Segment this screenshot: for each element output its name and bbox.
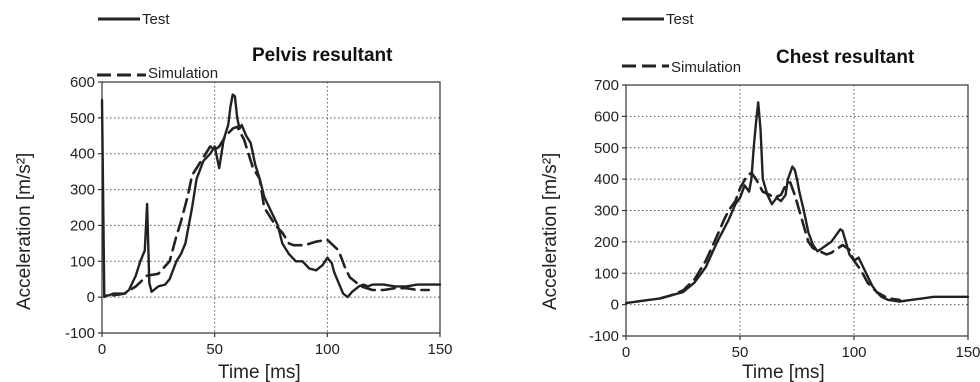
pelvis-y-tick-label: 600 — [70, 74, 95, 91]
chest-grid — [626, 85, 968, 336]
chest-y-tick-label: 300 — [594, 203, 619, 220]
pelvis-legend: Test Simulation — [97, 11, 218, 82]
chest-y-axis-label: Acceleration [m/s²] — [540, 153, 561, 310]
pelvis-y-tick-label: -100 — [65, 325, 95, 342]
chest-y-tick-label: 400 — [594, 171, 619, 188]
pelvis-grid — [102, 82, 440, 333]
chest-x-tick-label: 50 — [732, 344, 749, 361]
chest-x-tick-label: 100 — [841, 344, 866, 361]
pelvis-x-ticks: 0 50 100 150 — [98, 333, 453, 358]
pelvis-y-tick-label: 0 — [87, 289, 95, 306]
pelvis-series — [100, 93, 442, 299]
pelvis-y-ticks: -100 0 100 200 300 400 500 600 — [65, 74, 102, 342]
chest-title: Chest resultant — [776, 47, 915, 68]
pelvis-x-tick-label: 100 — [315, 341, 340, 358]
pelvis-series-test-line — [100, 93, 442, 299]
pelvis-series-simulation-line — [112, 125, 431, 297]
pelvis-legend-test-label: Test — [142, 11, 170, 28]
pelvis-x-tick-label: 50 — [206, 341, 223, 358]
chest-y-tick-label: 100 — [594, 265, 619, 282]
pelvis-y-tick-label: 500 — [70, 110, 95, 127]
chest-legend-sim-label: Simulation — [671, 59, 741, 76]
chest-y-tick-label: 700 — [594, 77, 619, 94]
chest-series — [624, 101, 970, 305]
pelvis-legend-sim-label: Simulation — [148, 65, 218, 82]
pelvis-plot-frame — [101, 81, 441, 334]
pelvis-y-tick-label: 300 — [70, 182, 95, 199]
pelvis-x-axis-label: Time [ms] — [218, 362, 301, 382]
pelvis-y-tick-label: 200 — [70, 217, 95, 234]
chest-x-tick-label: 0 — [622, 344, 630, 361]
pelvis-title: Pelvis resultant — [252, 45, 393, 66]
chest-y-tick-label: 500 — [594, 140, 619, 157]
chest-x-tick-label: 150 — [955, 344, 980, 361]
pelvis-y-tick-label: 400 — [70, 146, 95, 163]
chest-y-tick-label: 200 — [594, 234, 619, 251]
chest-y-ticks: -100 0 100 200 300 400 500 600 700 — [589, 77, 626, 345]
chest-legend: Test Simulation — [622, 11, 741, 76]
chest-y-tick-label: 600 — [594, 108, 619, 125]
pelvis-y-tick-label: 100 — [70, 253, 95, 270]
chest-x-axis-label: Time [ms] — [742, 362, 825, 382]
chest-y-tick-label: 0 — [611, 297, 619, 314]
chest-y-tick-label: -100 — [589, 328, 619, 345]
chest-legend-test-label: Test — [666, 11, 694, 28]
pelvis-y-axis-label: Acceleration [m/s²] — [14, 153, 35, 310]
pelvis-x-tick-label: 0 — [98, 341, 106, 358]
pelvis-x-tick-label: 150 — [427, 341, 452, 358]
chest-x-ticks: 0 50 100 150 — [622, 336, 980, 361]
chest-series-simulation-line — [658, 171, 901, 302]
